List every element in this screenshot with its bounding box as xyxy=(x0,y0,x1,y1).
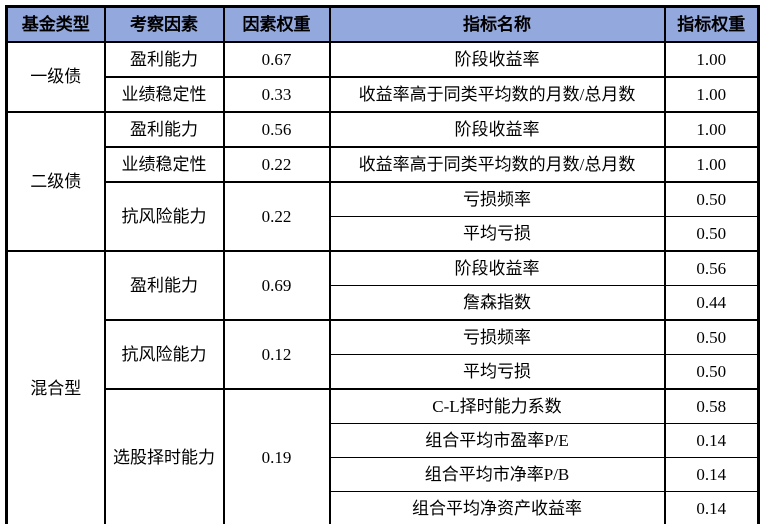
indicator-weight-cell: 1.00 xyxy=(663,111,760,148)
indicator-weight-cell: 0.14 xyxy=(663,457,760,492)
table-row: 组合平均市净率P/B 0.14 xyxy=(7,457,760,492)
table-row: 一级债 盈利能力 0.67 阶段收益率 1.00 xyxy=(5,41,760,113)
header-factor-weight: 因素权重 xyxy=(222,6,331,43)
indicator-name-cell: 收益率高于同类平均数的月数/总月数 xyxy=(328,146,666,183)
factor-name-cell: 盈利能力 xyxy=(103,250,225,321)
indicator-weight-cell: 0.50 xyxy=(663,319,760,355)
factor-name-cell: 抗风险能力 xyxy=(103,319,225,390)
indicator-name-cell: C-L择时能力系数 xyxy=(328,388,666,424)
indicator-weight-cell: 0.14 xyxy=(663,491,760,524)
table-row: 抗风险能力 0.12 亏损频率 0.50 xyxy=(7,319,760,390)
indicator-name-cell: 组合平均净资产收益率 xyxy=(328,491,666,524)
indicator-name-cell: 组合平均市盈率P/E xyxy=(328,423,666,458)
indicator-weight-cell: 0.44 xyxy=(663,285,760,321)
fund-type-cell: 一级债 xyxy=(5,41,106,113)
factor-name-cell: 盈利能力 xyxy=(103,111,225,148)
fund-type-cell: 混合型 xyxy=(5,250,106,524)
factor-name-cell: 盈利能力 xyxy=(103,41,225,78)
table-row: 混合型 盈利能力 0.69 阶段收益率 0.56 xyxy=(5,250,760,524)
header-fund-type: 基金类型 xyxy=(5,6,106,43)
indicator-name-cell: 平均亏损 xyxy=(328,354,666,390)
indicator-weight-cell: 0.50 xyxy=(663,354,760,390)
table-row: 平均亏损 0.50 xyxy=(7,216,760,252)
indicator-name-cell: 阶段收益率 xyxy=(328,250,666,286)
indicator-name-cell: 阶段收益率 xyxy=(328,111,666,148)
indicator-weight-cell: 0.50 xyxy=(663,181,760,217)
table-row: 组合平均净资产收益率 0.14 xyxy=(7,491,760,524)
factor-weight-cell: 0.67 xyxy=(222,41,331,78)
indicator-name-cell: 阶段收益率 xyxy=(328,41,666,78)
factor-name-cell: 业绩稳定性 xyxy=(103,146,225,183)
header-indicator-name: 指标名称 xyxy=(328,6,666,43)
factor-name-cell: 选股择时能力 xyxy=(103,388,225,524)
fund-type-cell: 二级债 xyxy=(5,111,106,252)
factor-weight-cell: 0.19 xyxy=(222,388,331,524)
factor-weight-cell: 0.69 xyxy=(222,250,331,321)
table-row: 业绩稳定性 0.33 收益率高于同类平均数的月数/总月数 1.00 xyxy=(7,76,760,113)
header-indicator-weight: 指标权重 xyxy=(663,6,760,43)
table-row: 二级债 盈利能力 0.56 阶段收益率 1.00 xyxy=(5,111,760,252)
table-row: 抗风险能力 0.22 亏损频率 0.50 xyxy=(7,181,760,252)
indicator-name-cell: 平均亏损 xyxy=(328,216,666,252)
indicator-weight-cell: 1.00 xyxy=(663,41,760,78)
indicator-weight-cell: 0.58 xyxy=(663,388,760,424)
indicator-name-cell: 亏损频率 xyxy=(328,181,666,217)
header-factor: 考察因素 xyxy=(103,6,225,43)
factor-weight-cell: 0.22 xyxy=(222,181,331,252)
fund-weights-table: 基金类型 考察因素 因素权重 指标名称 指标权重 一级债 盈利能力 0.67 阶… xyxy=(5,5,760,524)
indicator-name-cell: 亏损频率 xyxy=(328,319,666,355)
header-row: 基金类型 考察因素 因素权重 指标名称 指标权重 xyxy=(5,6,760,43)
table-row: 选股择时能力 0.19 C-L择时能力系数 0.58 xyxy=(7,388,760,524)
indicator-weight-cell: 1.00 xyxy=(663,76,760,113)
indicator-name-cell: 收益率高于同类平均数的月数/总月数 xyxy=(328,76,666,113)
indicator-name-cell: 詹森指数 xyxy=(328,285,666,321)
indicator-weight-cell: 0.14 xyxy=(663,423,760,458)
table-row: 平均亏损 0.50 xyxy=(7,354,760,390)
table-row: 业绩稳定性 0.22 收益率高于同类平均数的月数/总月数 1.00 xyxy=(7,146,760,183)
factor-weight-cell: 0.33 xyxy=(222,76,331,113)
factor-weight-cell: 0.12 xyxy=(222,319,331,390)
factor-weight-cell: 0.56 xyxy=(222,111,331,148)
factor-name-cell: 抗风险能力 xyxy=(103,181,225,252)
indicator-weight-cell: 0.50 xyxy=(663,216,760,252)
table-row: 组合平均市盈率P/E 0.14 xyxy=(7,423,760,458)
indicator-name-cell: 组合平均市净率P/B xyxy=(328,457,666,492)
indicator-weight-cell: 0.56 xyxy=(663,250,760,286)
factor-weight-cell: 0.22 xyxy=(222,146,331,183)
factor-name-cell: 业绩稳定性 xyxy=(103,76,225,113)
indicator-weight-cell: 1.00 xyxy=(663,146,760,183)
